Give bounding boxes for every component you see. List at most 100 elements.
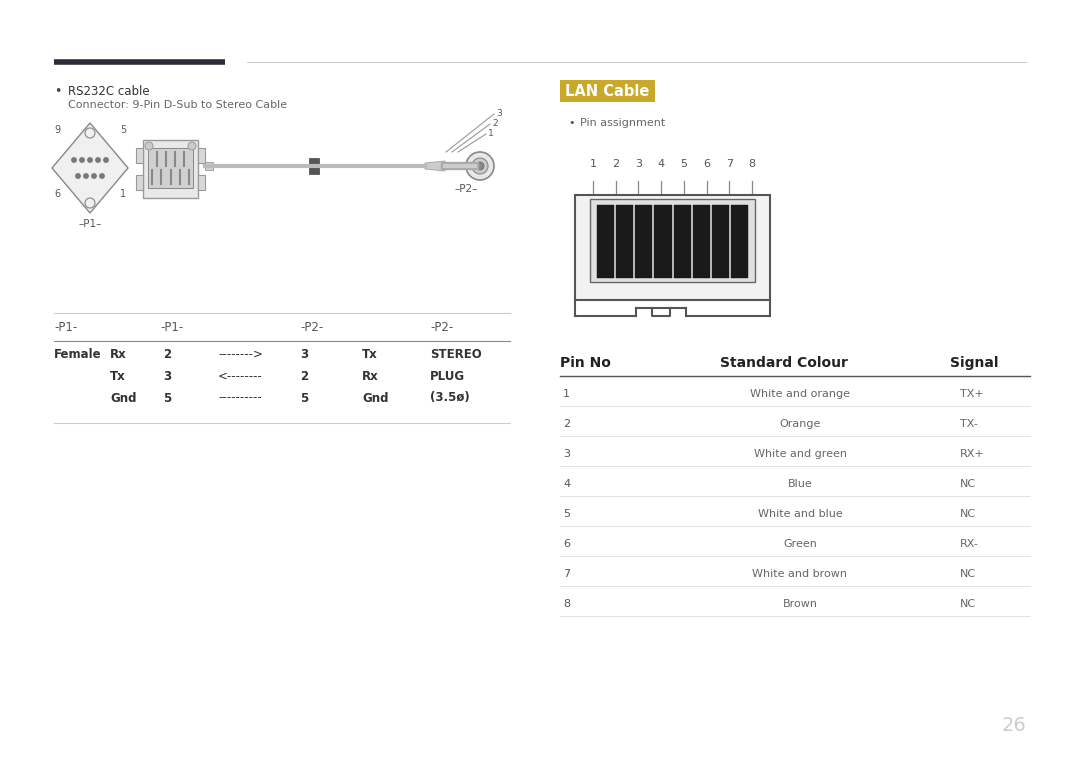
Text: Brown: Brown xyxy=(783,599,818,609)
Text: 1: 1 xyxy=(120,189,126,199)
Text: •: • xyxy=(568,118,575,128)
Text: Tx: Tx xyxy=(110,369,125,382)
Text: Orange: Orange xyxy=(780,419,821,429)
Bar xyxy=(198,148,205,163)
Text: 5: 5 xyxy=(563,509,570,519)
Circle shape xyxy=(476,162,484,170)
Polygon shape xyxy=(426,161,445,171)
Text: 3: 3 xyxy=(635,159,642,169)
Circle shape xyxy=(85,128,95,138)
Text: NC: NC xyxy=(960,509,976,519)
Text: 2: 2 xyxy=(163,347,171,360)
Text: 8: 8 xyxy=(563,599,570,609)
Text: 5: 5 xyxy=(163,391,172,404)
Text: 8: 8 xyxy=(748,159,756,169)
Circle shape xyxy=(104,158,108,163)
Text: Green: Green xyxy=(783,539,816,549)
Polygon shape xyxy=(52,123,129,213)
Circle shape xyxy=(188,142,195,150)
Circle shape xyxy=(84,174,89,179)
Circle shape xyxy=(87,158,92,163)
Bar xyxy=(561,80,654,102)
Text: Gnd: Gnd xyxy=(362,391,389,404)
Text: 2: 2 xyxy=(300,369,308,382)
Bar xyxy=(198,175,205,190)
Text: 1: 1 xyxy=(563,389,570,399)
Circle shape xyxy=(99,174,104,179)
Bar xyxy=(616,205,633,278)
Bar xyxy=(597,205,615,278)
Text: 2: 2 xyxy=(563,419,570,429)
Bar xyxy=(575,195,770,300)
Text: TX+: TX+ xyxy=(960,389,984,399)
Text: -P2-: -P2- xyxy=(430,321,454,334)
Text: (3.5ø): (3.5ø) xyxy=(430,391,470,404)
Text: Tx: Tx xyxy=(362,347,378,360)
Text: -------->: --------> xyxy=(218,347,262,360)
Text: 3: 3 xyxy=(563,449,570,459)
Text: Pin assignment: Pin assignment xyxy=(580,118,665,128)
Text: RX+: RX+ xyxy=(960,449,985,459)
Text: NC: NC xyxy=(960,599,976,609)
Text: Blue: Blue xyxy=(787,479,812,489)
Text: 1: 1 xyxy=(590,159,596,169)
Text: Rx: Rx xyxy=(110,347,126,360)
Text: 4: 4 xyxy=(658,159,664,169)
Text: TX-: TX- xyxy=(960,419,977,429)
Text: -P1-: -P1- xyxy=(54,321,78,334)
Text: PLUG: PLUG xyxy=(430,369,465,382)
Text: Connector: 9-Pin D-Sub to Stereo Cable: Connector: 9-Pin D-Sub to Stereo Cable xyxy=(68,100,287,110)
Bar xyxy=(692,205,710,278)
Circle shape xyxy=(92,174,96,179)
Bar xyxy=(590,199,755,282)
Text: 3: 3 xyxy=(300,347,308,360)
Text: –P1–: –P1– xyxy=(79,219,102,229)
Bar xyxy=(143,140,198,198)
Text: NC: NC xyxy=(960,569,976,579)
Text: 2: 2 xyxy=(492,120,498,128)
Bar xyxy=(674,205,690,278)
Text: Gnd: Gnd xyxy=(110,391,136,404)
Text: 5: 5 xyxy=(120,125,126,135)
Text: Standard Colour: Standard Colour xyxy=(720,356,848,370)
Text: Signal: Signal xyxy=(950,356,999,370)
Circle shape xyxy=(145,142,153,150)
Text: 3: 3 xyxy=(163,369,171,382)
Text: 26: 26 xyxy=(1001,716,1026,735)
Text: NC: NC xyxy=(960,479,976,489)
Bar xyxy=(148,148,193,188)
Text: 4: 4 xyxy=(563,479,570,489)
Text: -P1-: -P1- xyxy=(160,321,184,334)
Text: -P2-: -P2- xyxy=(300,321,323,334)
Text: 2: 2 xyxy=(612,159,619,169)
Text: 9: 9 xyxy=(54,125,60,135)
Text: 6: 6 xyxy=(54,189,60,199)
Text: Female: Female xyxy=(54,347,102,360)
Text: •: • xyxy=(54,85,62,98)
Circle shape xyxy=(76,174,80,179)
Text: White and green: White and green xyxy=(754,449,847,459)
Circle shape xyxy=(96,158,100,163)
Text: 6: 6 xyxy=(703,159,710,169)
Text: Rx: Rx xyxy=(362,369,379,382)
Bar xyxy=(635,205,652,278)
Text: 3: 3 xyxy=(496,110,502,118)
Text: ----------: ---------- xyxy=(218,391,261,404)
Bar xyxy=(136,175,143,190)
Text: 7: 7 xyxy=(563,569,570,579)
Bar xyxy=(309,158,319,174)
Circle shape xyxy=(71,158,77,163)
Text: 5: 5 xyxy=(680,159,687,169)
Circle shape xyxy=(80,158,84,163)
Text: White and brown: White and brown xyxy=(753,569,848,579)
Text: <--------: <-------- xyxy=(218,369,262,382)
Bar xyxy=(205,162,213,170)
Text: Pin No: Pin No xyxy=(561,356,611,370)
Bar xyxy=(654,205,672,278)
Bar xyxy=(712,205,729,278)
Text: RS232C cable: RS232C cable xyxy=(68,85,150,98)
Text: 7: 7 xyxy=(726,159,733,169)
Text: LAN Cable: LAN Cable xyxy=(565,83,649,98)
Circle shape xyxy=(465,152,494,180)
Circle shape xyxy=(472,158,488,174)
